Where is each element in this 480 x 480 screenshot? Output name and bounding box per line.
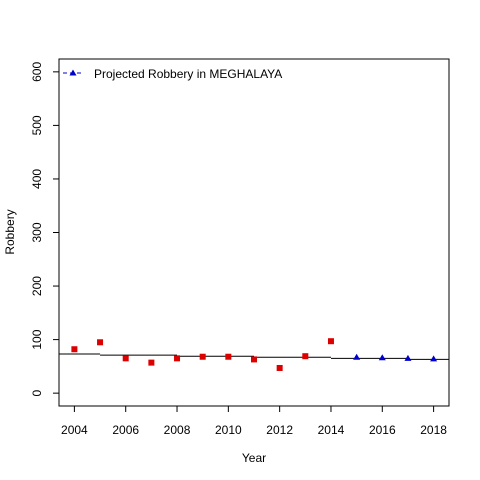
data-point-observed: [148, 359, 155, 366]
plot-box: [58, 58, 450, 407]
x-tick-label: 2018: [420, 423, 447, 437]
x-tick-label: 2006: [112, 423, 139, 437]
data-points: [71, 338, 438, 371]
trend-line: [59, 353, 449, 360]
data-point-observed: [122, 355, 129, 362]
y-tick-label: 200: [30, 276, 44, 296]
data-point-observed: [327, 338, 334, 345]
x-tick-label: 2008: [164, 423, 191, 437]
data-point-observed: [251, 356, 257, 363]
x-axis: 2004 2006 2008 2010 2012 2014 2016 2018: [61, 405, 447, 437]
data-point-observed: [71, 346, 78, 353]
data-point-observed: [97, 339, 104, 346]
x-tick-label: 2014: [318, 423, 345, 437]
legend-triangle-marker: [69, 69, 77, 76]
legend: Projected Robbery in MEGHALAYA: [63, 67, 282, 81]
y-axis: 0 100 200 300 400 500 600: [30, 62, 60, 396]
y-tick-label: 300: [30, 222, 44, 242]
y-tick-label: 600: [30, 62, 44, 82]
x-axis-label: Year: [242, 451, 266, 465]
data-point-observed: [199, 353, 206, 360]
data-point-observed: [276, 364, 283, 371]
data-point-projected: [378, 354, 386, 361]
data-point-projected: [353, 353, 361, 360]
data-point-observed: [225, 353, 232, 360]
legend-label: Projected Robbery in MEGHALAYA: [94, 67, 282, 81]
y-axis-label: Robbery: [3, 209, 17, 254]
data-point-projected: [404, 354, 412, 361]
y-tick-label: 0: [30, 389, 44, 396]
x-tick-label: 2016: [369, 423, 396, 437]
x-tick-label: 2010: [215, 423, 242, 437]
y-tick-label: 500: [30, 115, 44, 135]
y-tick-label: 100: [30, 329, 44, 349]
x-tick-label: 2004: [61, 423, 88, 437]
data-point-observed: [302, 353, 309, 360]
x-tick-label: 2012: [266, 423, 293, 437]
y-tick-label: 400: [30, 169, 44, 189]
data-point-projected: [430, 355, 438, 362]
data-point-observed: [174, 355, 181, 362]
